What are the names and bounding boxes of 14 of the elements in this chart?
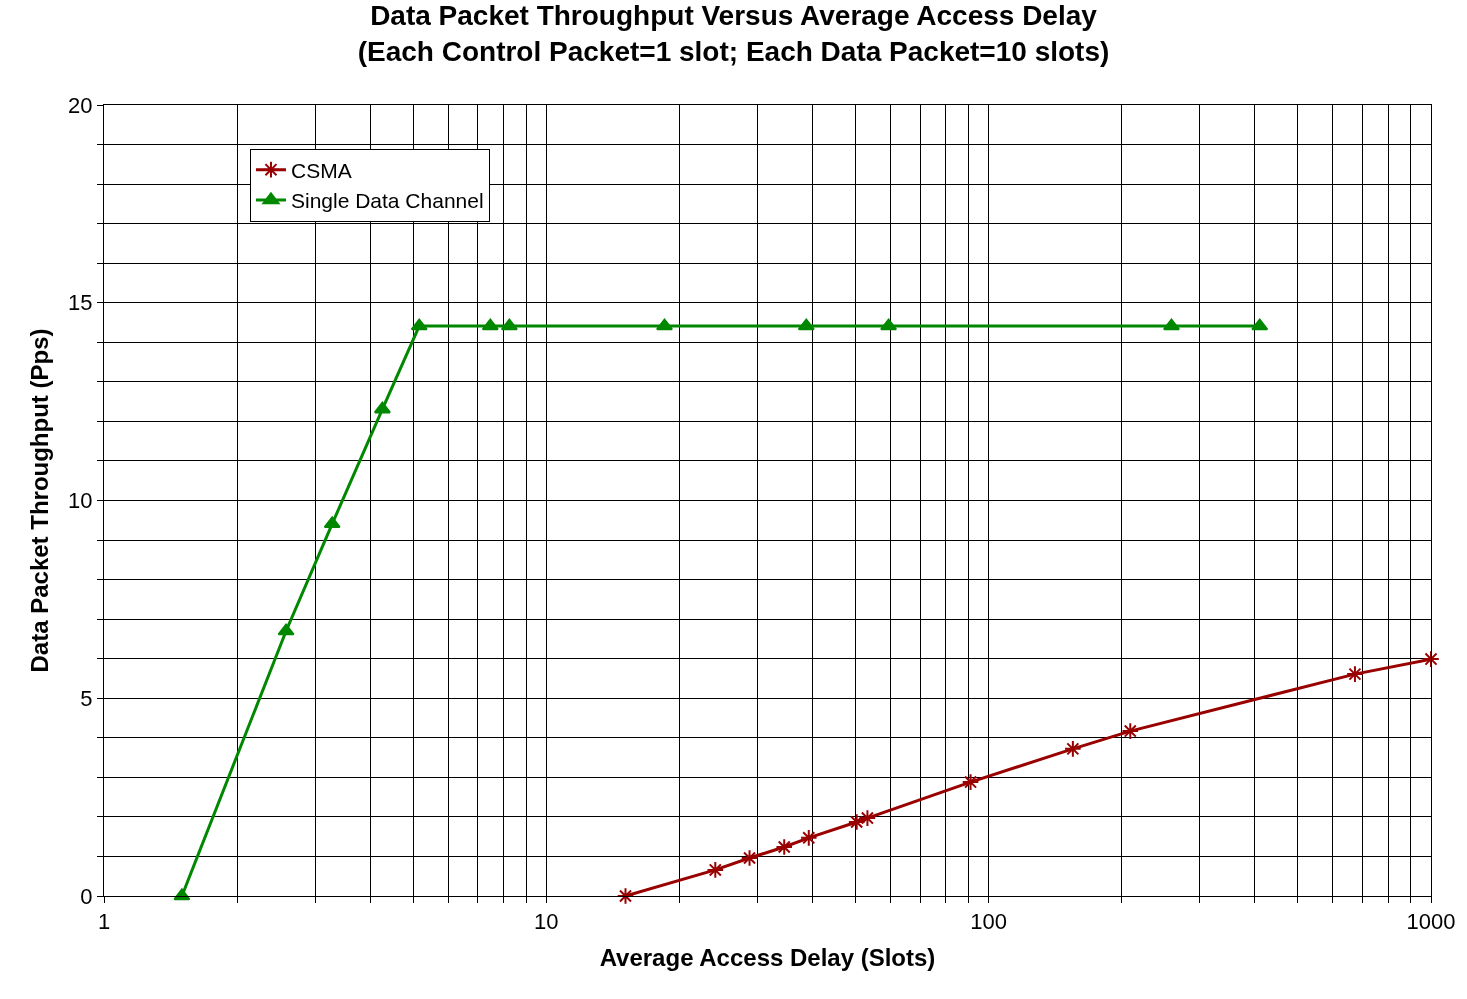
x-axis-title: Average Access Delay (Slots) xyxy=(599,943,936,971)
legend-label: Single Data Channel xyxy=(290,189,484,213)
chart-title: Data Packet Throughput Versus Average Access Delay (Each Control Packet=1 slot; Each Data Packet=10 slots) xyxy=(357,0,1110,68)
y-tick-label: 0 xyxy=(80,883,93,909)
legend-label: CSMA xyxy=(290,158,352,182)
y-tick-label: 20 xyxy=(68,92,93,118)
y-tick-label: 10 xyxy=(68,488,93,514)
y-tick-label: 15 xyxy=(68,290,93,316)
x-tick-label: 1 xyxy=(97,909,111,935)
y-axis-title: Data Packet Throughput (Pps) xyxy=(26,328,54,673)
x-tick-label: 10 xyxy=(534,909,559,935)
x-tick-label: 100 xyxy=(970,909,1008,935)
y-tick-label: 5 xyxy=(80,685,93,711)
x-tick-label: 1000 xyxy=(1406,909,1456,935)
